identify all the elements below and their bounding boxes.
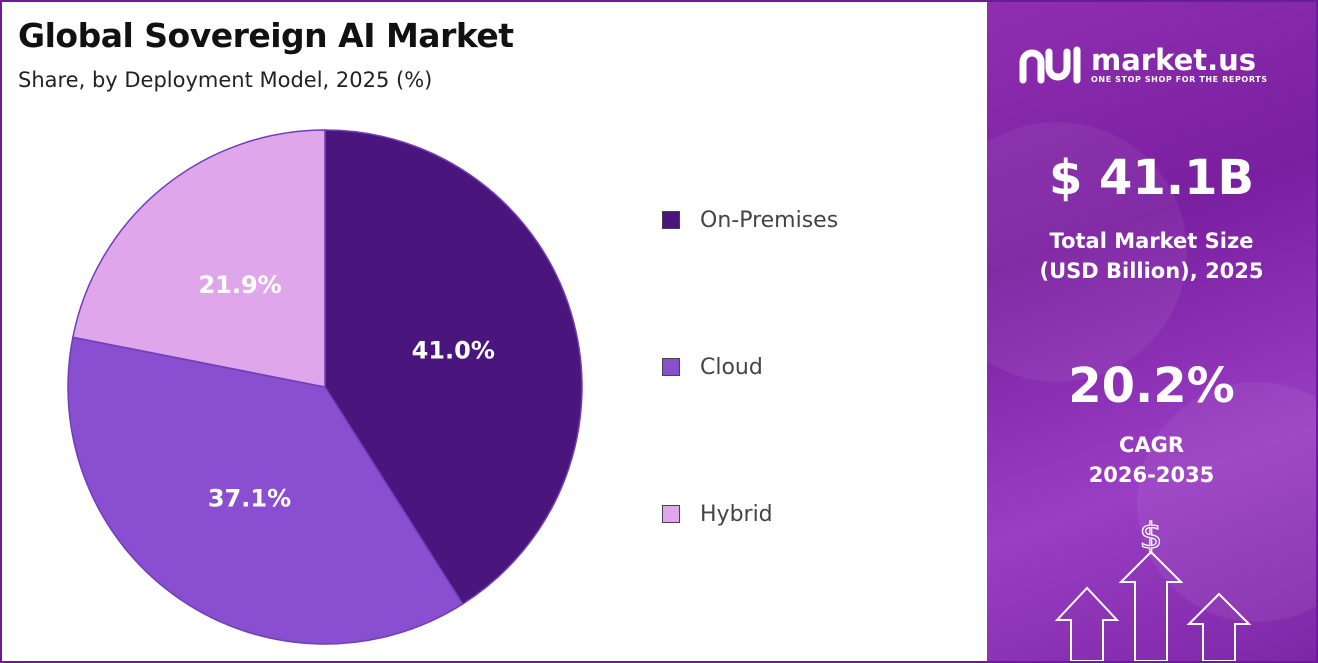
brand: market.us ONE STOP SHOP FOR THE REPORTS bbox=[1019, 42, 1268, 86]
legend-item-on-premises: On-Premises bbox=[662, 207, 839, 233]
brand-tagline: ONE STOP SHOP FOR THE REPORTS bbox=[1091, 74, 1268, 84]
legend-label-cloud: Cloud bbox=[700, 354, 763, 380]
brand-name: market.us bbox=[1091, 42, 1257, 77]
pie-chart: 41.0% 37.1% 21.9% bbox=[67, 129, 583, 645]
market-size-label: Total Market Size (USD Billion), 2025 bbox=[987, 226, 1316, 286]
legend-label-on-premises: On-Premises bbox=[700, 207, 839, 233]
legend-swatch-on-premises bbox=[662, 211, 680, 229]
market-us-logo-icon bbox=[1019, 46, 1081, 84]
chart-title: Global Sovereign AI Market bbox=[18, 16, 514, 55]
market-size-label-line2: (USD Billion), 2025 bbox=[1039, 259, 1264, 283]
background-decoration bbox=[987, 122, 1187, 382]
pie-slice-hybrid bbox=[71, 129, 326, 388]
cagr-label-line1: CAGR bbox=[1118, 433, 1185, 457]
cagr-label-line2: 2026-2035 bbox=[1088, 463, 1215, 487]
dollar-growth-arrows-icon: $ bbox=[1054, 515, 1252, 661]
market-size-label-line1: Total Market Size bbox=[1049, 229, 1254, 253]
pie-label-on-premises: 41.0% bbox=[412, 337, 495, 365]
chart-subtitle: Share, by Deployment Model, 2025 (%) bbox=[18, 68, 433, 92]
cagr-label: CAGR 2026-2035 bbox=[987, 430, 1316, 490]
chart-panel: Global Sovereign AI Market Share, by Dep… bbox=[2, 2, 986, 661]
summary-panel: market.us ONE STOP SHOP FOR THE REPORTS … bbox=[987, 2, 1316, 661]
legend-swatch-hybrid bbox=[662, 505, 680, 523]
legend-label-hybrid: Hybrid bbox=[700, 501, 773, 527]
pie-label-cloud: 37.1% bbox=[208, 484, 291, 512]
legend-swatch-cloud bbox=[662, 358, 680, 376]
legend-item-hybrid: Hybrid bbox=[662, 501, 773, 527]
cagr-value: 20.2% bbox=[1068, 358, 1235, 414]
pie-slice-on-premises bbox=[324, 129, 583, 606]
pie-slice-cloud bbox=[67, 336, 464, 645]
market-size-value: $ 41.1B bbox=[1048, 150, 1255, 206]
pie-label-hybrid: 21.9% bbox=[198, 271, 281, 299]
legend-item-cloud: Cloud bbox=[662, 354, 763, 380]
